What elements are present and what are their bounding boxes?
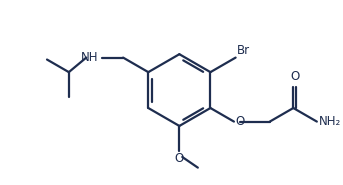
Text: NH: NH: [80, 51, 98, 64]
Text: NH₂: NH₂: [319, 115, 341, 128]
Text: O: O: [290, 70, 299, 83]
Text: O: O: [235, 115, 244, 128]
Text: O: O: [175, 152, 184, 165]
Text: Br: Br: [237, 44, 250, 57]
